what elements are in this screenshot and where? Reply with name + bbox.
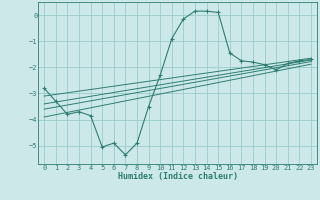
X-axis label: Humidex (Indice chaleur): Humidex (Indice chaleur): [118, 172, 238, 181]
